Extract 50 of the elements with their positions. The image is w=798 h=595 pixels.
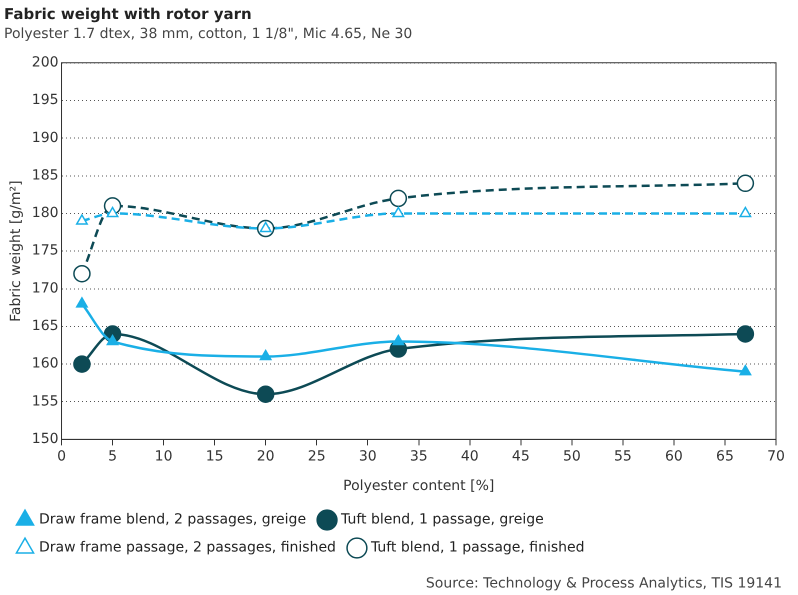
y-tick-label: 190 xyxy=(32,130,59,146)
point xyxy=(260,350,272,360)
x-tick-label: 55 xyxy=(614,448,632,464)
x-tick-label: 70 xyxy=(767,448,785,464)
point xyxy=(736,174,754,192)
legend-label: Draw frame blend, 2 passages, greige xyxy=(39,512,306,528)
point xyxy=(106,334,118,346)
y-tick-label: 160 xyxy=(32,356,59,372)
chart-subtitle: Polyester 1.7 dtex, 38 mm, cotton, 1 1/8", Mic 4.65, Ne 30 xyxy=(4,26,412,42)
x-tick-label: 10 xyxy=(154,448,173,464)
y-tick-label: 150 xyxy=(32,431,59,448)
point xyxy=(739,206,752,218)
source-note: Source: Technology & Process Analytics, TIS 19141 xyxy=(426,576,782,592)
x-tick-label: 60 xyxy=(665,448,683,464)
x-tick-label: 50 xyxy=(562,448,581,464)
point xyxy=(256,385,274,403)
y-tick-label: 155 xyxy=(32,393,59,410)
point xyxy=(76,297,88,308)
point xyxy=(392,334,404,346)
x-tick-label: 5 xyxy=(108,448,118,464)
y-axis-title: Fabric weight [g/m²] xyxy=(8,180,24,322)
x-tick-label: 25 xyxy=(308,448,326,464)
legend-label: Draw frame passage, 2 passages, finished xyxy=(39,540,336,556)
x-tick-label: 40 xyxy=(460,448,479,464)
y-tick-label: 175 xyxy=(32,242,59,259)
legend-label: Tuft blend, 1 passage, greige xyxy=(340,512,544,528)
y-tick-label: 165 xyxy=(32,318,59,334)
legend-label: Tuft blend, 1 passage, finished xyxy=(370,540,585,556)
point xyxy=(736,325,754,343)
y-tick-label: 195 xyxy=(32,92,59,108)
x-tick-label: 20 xyxy=(256,448,275,464)
point xyxy=(73,355,91,373)
y-tick-label: 170 xyxy=(32,280,59,296)
x-tick-label: 15 xyxy=(206,448,224,464)
y-tick-label: 185 xyxy=(32,167,59,184)
y-tick-label: 200 xyxy=(32,54,59,70)
point xyxy=(390,190,408,208)
point xyxy=(739,364,752,376)
point xyxy=(106,206,118,218)
point xyxy=(392,206,404,218)
point xyxy=(76,214,88,225)
x-tick-label: 65 xyxy=(716,448,734,464)
x-tick-label: 0 xyxy=(57,448,66,464)
y-tick-label: 180 xyxy=(32,205,59,222)
x-tick-label: 30 xyxy=(358,448,377,464)
point xyxy=(73,264,91,282)
x-tick-label: 35 xyxy=(410,448,428,464)
x-tick-label: 45 xyxy=(512,448,530,464)
x-axis-title: Polyester content [%] xyxy=(343,478,494,494)
chart-title: Fabric weight with rotor yarn xyxy=(4,4,252,23)
